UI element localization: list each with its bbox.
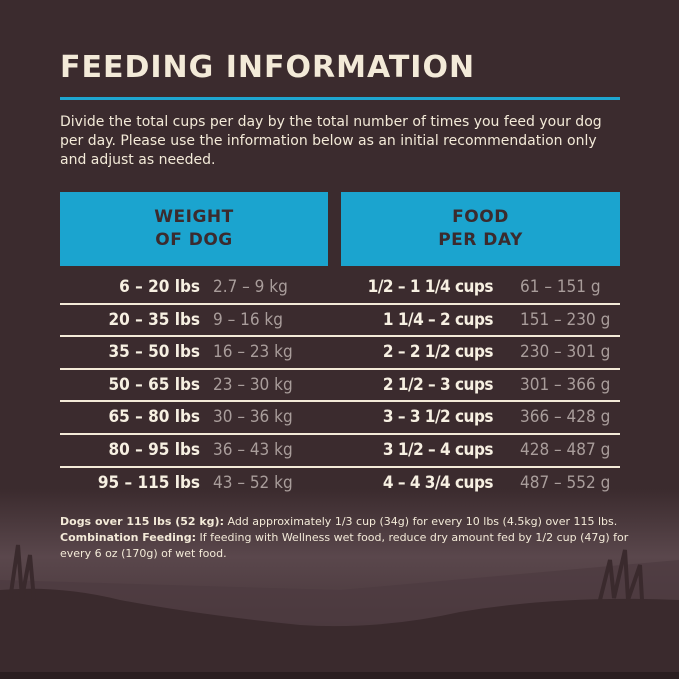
cell-grams: 487 – 552 g: [520, 472, 611, 493]
cell-cups: 3 1/2 – 4 cups: [382, 439, 494, 460]
footnote-text: Add approximately 1/3 cup (34g) for ever…: [223, 515, 618, 528]
cell-grams: 151 – 230 g: [520, 309, 611, 330]
cell-cups: 2 1/2 – 3 cups: [382, 374, 494, 395]
cell-cups: 3 – 3 1/2 cups: [382, 407, 494, 428]
cell-lbs: 50 – 65 lbs: [108, 374, 200, 395]
header-food-per-day: FOOD PER DAY: [341, 192, 620, 266]
cell-cups: 2 – 2 1/2 cups: [382, 342, 494, 363]
cell-cups: 1/2 – 1 1/4 cups: [367, 277, 494, 297]
cell-kg: 43 – 52 kg: [213, 472, 293, 493]
table-row: 65 – 80 lbs 30 – 36 kg 3 – 3 1/2 cups 366 –…: [60, 402, 620, 435]
cell-lbs: 6 – 20 lbs: [119, 277, 200, 297]
cell-kg: 36 – 43 kg: [213, 439, 293, 460]
table-row: 35 – 50 lbs 16 – 23 kg 2 – 2 1/2 cups 230 –…: [60, 337, 620, 370]
table-row: 95 – 115 lbs 43 – 52 kg 4 – 4 3/4 cups 487 …: [60, 468, 620, 501]
cell-grams: 301 – 366 g: [520, 374, 611, 395]
table-row: 80 – 95 lbs 36 – 43 kg 3 1/2 – 4 cups 428 –…: [60, 435, 620, 468]
cell-lbs: 20 – 35 lbs: [108, 309, 200, 330]
feeding-table: 6 – 20 lbs 2.7 – 9 kg 1/2 – 1 1/4 cups 61 –…: [60, 272, 620, 500]
header-weight-of-dog: WEIGHT OF DOG: [60, 192, 328, 266]
cell-lbs: 65 – 80 lbs: [108, 407, 200, 428]
footnote-heading: Combination Feeding:: [60, 531, 196, 544]
cell-grams: 230 – 301 g: [520, 342, 611, 363]
header-label: WEIGHT: [154, 207, 234, 227]
cell-kg: 30 – 36 kg: [213, 407, 293, 428]
cell-kg: 23 – 30 kg: [213, 374, 293, 395]
footnote-heading: Dogs over 115 lbs (52 kg):: [60, 515, 224, 528]
footnote-text: If feeding with Wellness wet food, reduc…: [60, 531, 629, 560]
cell-lbs: 95 – 115 lbs: [97, 472, 200, 493]
table-row: 20 – 35 lbs 9 – 16 kg 1 1/4 – 2 cups 151 – …: [60, 305, 620, 338]
cell-lbs: 35 – 50 lbs: [108, 342, 200, 363]
cell-lbs: 80 – 95 lbs: [108, 439, 200, 460]
intro-text: Divide the total cups per day by the tot…: [60, 114, 602, 168]
cell-grams: 366 – 428 g: [520, 407, 611, 428]
footnote: Dogs over 115 lbs (52 kg): Add approxima…: [60, 514, 630, 562]
cell-grams: 428 – 487 g: [520, 439, 611, 460]
header-label: PER DAY: [438, 230, 523, 250]
title-divider: [60, 97, 620, 100]
cell-grams: 61 – 151 g: [520, 277, 601, 297]
header-label: FOOD: [452, 207, 509, 227]
page-title: FEEDING INFORMATION: [60, 50, 476, 85]
table-row: 50 – 65 lbs 23 – 30 kg 2 1/2 – 3 cups 301 –…: [60, 370, 620, 403]
grass-silhouette: [0, 588, 679, 679]
cell-cups: 4 – 4 3/4 cups: [382, 472, 494, 493]
cell-cups: 1 1/4 – 2 cups: [382, 309, 494, 330]
header-label: OF DOG: [155, 230, 233, 250]
cell-kg: 9 – 16 kg: [213, 309, 283, 330]
table-row: 6 – 20 lbs 2.7 – 9 kg 1/2 – 1 1/4 cups 61 –…: [60, 272, 620, 305]
cell-kg: 2.7 – 9 kg: [213, 277, 288, 297]
cell-kg: 16 – 23 kg: [213, 342, 293, 363]
